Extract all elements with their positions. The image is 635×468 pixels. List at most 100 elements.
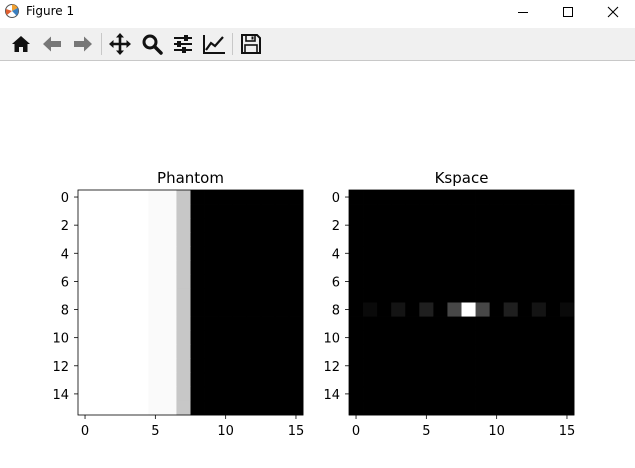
- image-pixel: [218, 302, 234, 317]
- image-pixel: [391, 274, 406, 289]
- image-pixel: [531, 330, 547, 346]
- image-pixel: [363, 400, 378, 416]
- image-pixel: [391, 204, 406, 219]
- image-pixel: [176, 372, 191, 388]
- image-pixel: [162, 400, 177, 416]
- image-pixel: [419, 316, 434, 332]
- image-pixel: [433, 260, 448, 275]
- image-pixel: [349, 372, 364, 388]
- image-pixel: [545, 330, 561, 346]
- image-pixel: [447, 386, 462, 402]
- image-pixel: [377, 344, 392, 360]
- home-button[interactable]: [8, 31, 34, 57]
- configure-subplots-button[interactable]: [170, 31, 196, 57]
- save-button[interactable]: [238, 31, 264, 57]
- x-tick-label: 0: [352, 424, 360, 439]
- image-pixel: [148, 246, 163, 261]
- image-pixel: [531, 246, 547, 261]
- image-pixel: [176, 330, 191, 346]
- y-tick-label: 14: [323, 388, 340, 403]
- image-pixel: [531, 372, 547, 388]
- back-button[interactable]: [39, 31, 65, 57]
- image-pixel: [461, 288, 476, 303]
- image-pixel: [363, 218, 378, 233]
- image-pixel: [391, 344, 406, 360]
- image-pixel: [377, 302, 392, 317]
- image-pixel: [78, 344, 93, 360]
- image-pixel: [475, 344, 491, 360]
- figure-canvas[interactable]: Phantom 0 5 10 15 0 2 4 6 8 10 12 14 Kspace 0 5 10 15 0 2 4 6…: [0, 61, 635, 468]
- image-pixel: [260, 218, 276, 233]
- image-pixel: [503, 260, 519, 275]
- image-pixel: [419, 274, 434, 289]
- image-pixel: [419, 344, 434, 360]
- image-pixel: [148, 232, 163, 247]
- image-pixel: [78, 358, 93, 374]
- axes-frame: [348, 189, 575, 416]
- image-pixel: [92, 218, 107, 233]
- save-icon: [241, 34, 261, 54]
- image-pixel: [545, 344, 561, 360]
- y-tick-label: 6: [61, 275, 69, 290]
- image-pixel: [148, 316, 163, 332]
- image-pixel: [176, 274, 191, 289]
- image-pixel: [218, 316, 234, 332]
- image-pixel: [120, 302, 135, 317]
- image-pixel: [134, 400, 149, 416]
- image-pixel: [419, 302, 434, 317]
- image-pixel: [391, 246, 406, 261]
- image-pixel: [391, 400, 406, 416]
- image-pixel: [363, 316, 378, 332]
- image-pixel: [120, 204, 135, 219]
- image-pixel: [545, 400, 561, 416]
- image-pixel: [391, 358, 406, 374]
- image-pixel: [232, 302, 248, 317]
- image-pixel: [461, 246, 476, 261]
- image-pixel: [489, 358, 505, 374]
- image-pixel: [162, 288, 177, 303]
- image-pixel: [232, 330, 248, 346]
- image-pixel: [461, 190, 476, 205]
- maximize-button[interactable]: [545, 0, 591, 24]
- y-tick-label: 2: [61, 219, 69, 234]
- zoom-button[interactable]: [139, 31, 165, 57]
- image-pixel: [218, 358, 234, 374]
- image-pixel: [517, 218, 533, 233]
- image-pixel: [377, 246, 392, 261]
- image-pixel: [134, 288, 149, 303]
- image-pixel: [363, 190, 378, 205]
- image-pixel: [419, 372, 434, 388]
- image-pixel: [545, 232, 561, 247]
- image-pixel: [559, 274, 575, 289]
- image-pixel: [274, 260, 290, 275]
- image-pixel: [489, 302, 505, 317]
- image-pixel: [545, 288, 561, 303]
- minimize-button[interactable]: [500, 0, 546, 24]
- image-pixel: [447, 274, 462, 289]
- image-pixel: [78, 246, 93, 261]
- forward-button[interactable]: [70, 31, 96, 57]
- image-pixel: [274, 358, 290, 374]
- image-pixel: [78, 400, 93, 416]
- image-pixel: [106, 372, 121, 388]
- image-pixel: [433, 218, 448, 233]
- image-pixel: [120, 344, 135, 360]
- image-pixel: [405, 288, 420, 303]
- image-pixel: [232, 204, 248, 219]
- image-pixel: [218, 372, 234, 388]
- image-pixel: [461, 232, 476, 247]
- close-button[interactable]: [590, 0, 635, 24]
- y-tick-label: 10: [52, 332, 69, 347]
- image-pixel: [162, 344, 177, 360]
- image-pixel: [260, 260, 276, 275]
- image-pixel: [559, 218, 575, 233]
- image-pixel: [134, 344, 149, 360]
- image-pixel: [162, 190, 177, 205]
- image-pixel: [475, 330, 491, 346]
- pan-button[interactable]: [107, 31, 133, 57]
- image-pixel: [246, 400, 262, 416]
- edit-axis-button[interactable]: [201, 31, 227, 57]
- image-pixel: [433, 344, 448, 360]
- image-pixel: [531, 190, 547, 205]
- image-pixel: [190, 232, 205, 247]
